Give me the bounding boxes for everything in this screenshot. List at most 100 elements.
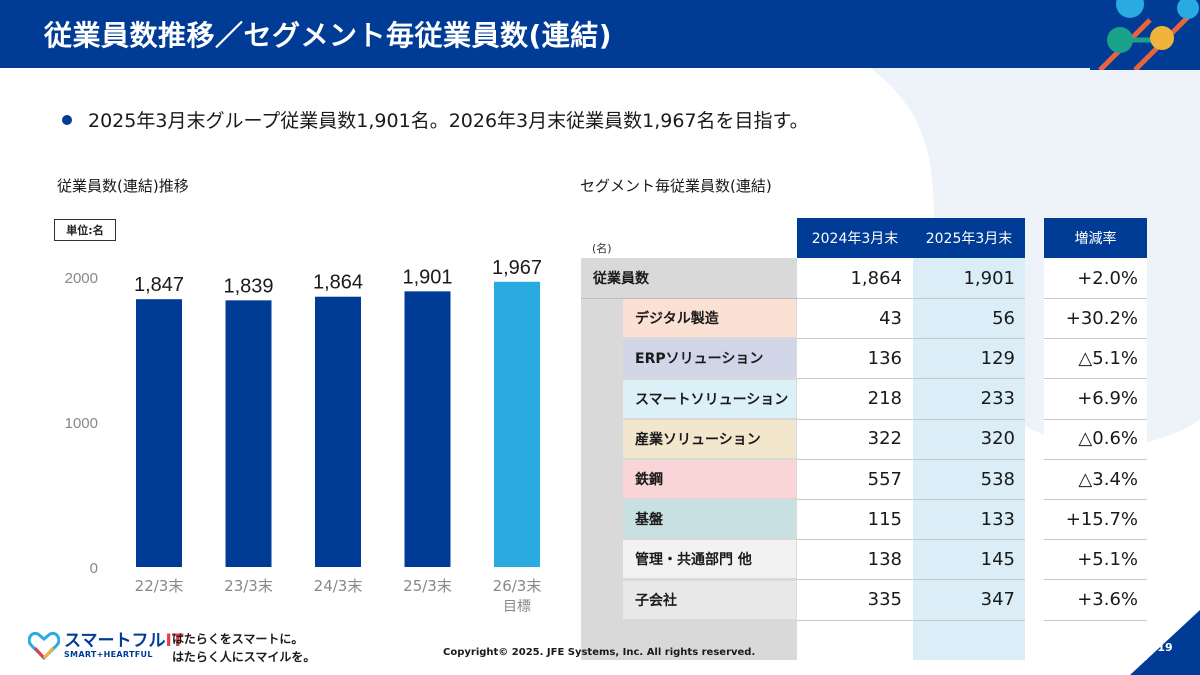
summary-bullet: 2025年3月末グループ従業員数1,901名。2026年3月末従業員数1,967… <box>62 106 809 133</box>
row-divider <box>1044 458 1147 460</box>
value-2024: 322 <box>867 428 902 450</box>
value-2024: 138 <box>867 548 902 570</box>
table-row: デジタル製造 43 56 +30.2% <box>581 298 1147 340</box>
value-2025: 347 <box>980 589 1015 611</box>
x-tick-sublabel: 目標 <box>503 599 531 615</box>
change-rate: +6.9% <box>1077 388 1138 410</box>
row-label: ERPソリューション <box>623 339 796 378</box>
value-2025: 56 <box>992 307 1015 329</box>
header-bar: 従業員数推移／セグメント毎従業員数(連結) <box>0 0 1200 68</box>
table-row: 鉄鋼 557 538 △3.4% <box>581 459 1147 500</box>
logo-main-text: スマートフル <box>64 630 166 651</box>
row-label: 鉄鋼 <box>623 460 796 498</box>
row-divider <box>797 499 1025 500</box>
chart-unit-label: 単位:名 <box>54 219 116 241</box>
page-number: 19 <box>1157 641 1173 654</box>
row-label: 基盤 <box>623 500 796 539</box>
change-rate: +5.1% <box>1077 548 1138 570</box>
value-2025: 145 <box>980 548 1015 570</box>
value-2024: 1,864 <box>850 267 902 289</box>
x-tick-label: 26/3末 <box>493 577 542 595</box>
y-tick-label: 1000 <box>65 415 98 432</box>
tagline-line2: はたらく人にスマイルを。 <box>172 650 316 664</box>
value-2025: 1,901 <box>963 267 1015 289</box>
row-divider <box>797 539 1025 541</box>
row-divider <box>797 458 1025 460</box>
row-divider <box>797 579 1025 581</box>
change-rate: +2.0% <box>1077 267 1138 289</box>
bar <box>136 299 182 567</box>
table-row: 産業ソリューション 322 320 △0.6% <box>581 419 1147 460</box>
value-2024: 557 <box>867 468 902 490</box>
table-row: 子会社 335 347 +3.6% <box>581 580 1147 621</box>
table-row: 基盤 115 133 +15.7% <box>581 499 1147 541</box>
row-divider <box>581 298 797 299</box>
chart-title: 従業員数(連結)推移 <box>57 177 189 195</box>
bar-value-label: 1,967 <box>492 257 542 279</box>
table-row: 従業員数 1,864 1,901 +2.0% <box>581 258 1147 299</box>
change-rate: △0.6% <box>1078 428 1138 450</box>
brand-logo: スマートフルIT SMART+HEARTFUL <box>28 630 183 660</box>
table-row: スマートソリューション 218 233 +6.9% <box>581 379 1147 420</box>
row-divider <box>797 378 1025 380</box>
value-2025: 233 <box>980 388 1015 410</box>
copyright: Copyright© 2025. JFE Systems, Inc. All r… <box>443 647 756 658</box>
logo-wordmark: スマートフルIT <box>64 632 183 650</box>
row-divider <box>1044 418 1147 420</box>
value-2024: 218 <box>867 388 902 410</box>
bar <box>404 291 451 567</box>
row-divider <box>1044 539 1147 541</box>
value-2024: 43 <box>879 307 902 329</box>
bar <box>494 281 540 567</box>
value-2025: 320 <box>980 428 1015 450</box>
table-row: 管理・共通部門 他 138 145 +5.1% <box>581 539 1147 581</box>
value-2024: 335 <box>867 589 902 611</box>
header-2025: 2025年3月末 <box>913 218 1025 258</box>
bar-value-label: 1,864 <box>313 272 363 294</box>
row-divider <box>1044 499 1147 500</box>
row-divider <box>1044 619 1147 621</box>
y-tick-label: 2000 <box>65 270 98 287</box>
table-title: セグメント毎従業員数(連結) <box>580 177 772 195</box>
row-label: 産業ソリューション <box>623 419 796 458</box>
bar <box>315 296 361 567</box>
row-label: 子会社 <box>623 580 796 619</box>
value-2025: 129 <box>980 347 1015 369</box>
row-label: 従業員数 <box>593 271 649 287</box>
value-2025: 538 <box>980 468 1015 490</box>
bullet-dot-icon <box>62 114 72 125</box>
change-rate: +30.2% <box>1065 307 1138 329</box>
table-unit-note: (名) <box>592 242 612 255</box>
x-tick-label: 24/3末 <box>314 577 363 595</box>
change-rate: +3.6% <box>1077 589 1138 611</box>
bar-value-label: 1,901 <box>402 266 452 288</box>
tagline: はたらくをスマートに。 はたらく人にスマイルを。 <box>172 630 315 666</box>
x-tick-label: 22/3末 <box>135 577 184 595</box>
page-title: 従業員数推移／セグメント毎従業員数(連結) <box>44 19 613 52</box>
x-tick-label: 25/3末 <box>403 577 452 595</box>
row-label: デジタル製造 <box>623 299 796 338</box>
row-divider <box>797 619 1025 621</box>
tagline-line1: はたらくをスマートに。 <box>172 632 304 646</box>
change-rate: △5.1% <box>1078 347 1138 369</box>
value-2024: 115 <box>867 508 902 530</box>
decorative-dots-icon <box>1090 0 1200 70</box>
logo-it-text: IT <box>165 630 184 651</box>
table-row: ERPソリューション 136 129 △5.1% <box>581 338 1147 380</box>
logo-subtext: SMART+HEARTFUL <box>64 649 153 659</box>
summary-text: 2025年3月末グループ従業員数1,901名。2026年3月末従業員数1,967… <box>88 110 809 132</box>
header-2024: 2024年3月末 <box>797 218 913 258</box>
row-divider <box>1044 579 1147 581</box>
row-divider <box>1044 338 1147 340</box>
y-tick-label: 0 <box>90 560 98 577</box>
row-divider <box>797 298 1025 299</box>
bar-value-label: 1,839 <box>223 275 273 297</box>
row-label: 管理・共通部門 他 <box>623 540 796 579</box>
employee-bar-chart: 0 1000 2000 1,847 22/3末 1,839 23/3末 1,864 24/3末 1… <box>65 257 542 615</box>
row-label: スマートソリューション <box>623 379 796 418</box>
change-rate: +15.7% <box>1065 508 1138 530</box>
x-tick-label: 23/3末 <box>224 577 273 595</box>
bar <box>225 300 272 567</box>
row-divider <box>797 418 1025 420</box>
value-2025: 133 <box>980 508 1015 530</box>
